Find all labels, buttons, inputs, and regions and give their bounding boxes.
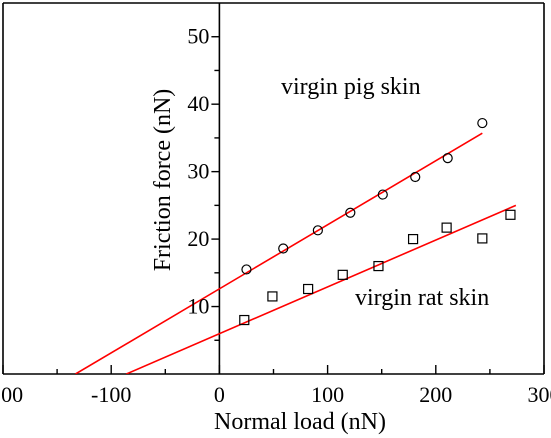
x-axis-title: Normal load (nN) [214,409,386,435]
annotation-pig-skin: virgin pig skin [281,74,421,100]
fit-line-series-1 [126,204,517,374]
data-point-series-1 [267,291,278,302]
y-tick-label: 50 [187,24,209,49]
y-axis-title: Friction force (nN) [150,89,176,272]
annotation-rat-skin: virgin rat skin [355,285,489,311]
x-tick-label: 200 [419,382,452,407]
x-tick-label: -200 [0,382,23,407]
data-point-series-1 [303,283,314,295]
y-tick-label: 30 [187,159,209,184]
y-tick-label: 20 [187,226,209,251]
data-point-series-0 [442,153,453,164]
data-point-series-0 [241,264,252,275]
axes [2,2,545,375]
x-tick-label: -100 [91,382,131,407]
data-point-series-1 [407,233,419,245]
data-point-series-1 [505,209,516,220]
tick-labels: -200 -100 0 100 200 300 10 20 30 40 50 [0,24,551,407]
data-point-series-1 [477,233,488,244]
y-tick-label: 40 [187,91,209,116]
data-point-series-1 [441,222,452,233]
data-point-series-0 [345,207,356,218]
x-tick-label: 0 [214,382,225,407]
data-point-series-1 [239,314,250,326]
data-point-series-0 [410,171,421,183]
data-point-series-1 [373,260,384,272]
data-point-series-0 [312,225,323,236]
data-point-series-0 [377,189,388,200]
fit-lines [75,132,517,374]
fit-line-series-0 [75,132,483,374]
x-tick-label: 100 [311,382,344,407]
data-point-series-1 [337,269,348,280]
data-point-series-0 [278,243,289,254]
y-tick-label: 10 [187,294,209,319]
data-point-series-0 [477,117,488,129]
x-tick-label: 300 [528,382,551,407]
data-points [239,117,516,326]
